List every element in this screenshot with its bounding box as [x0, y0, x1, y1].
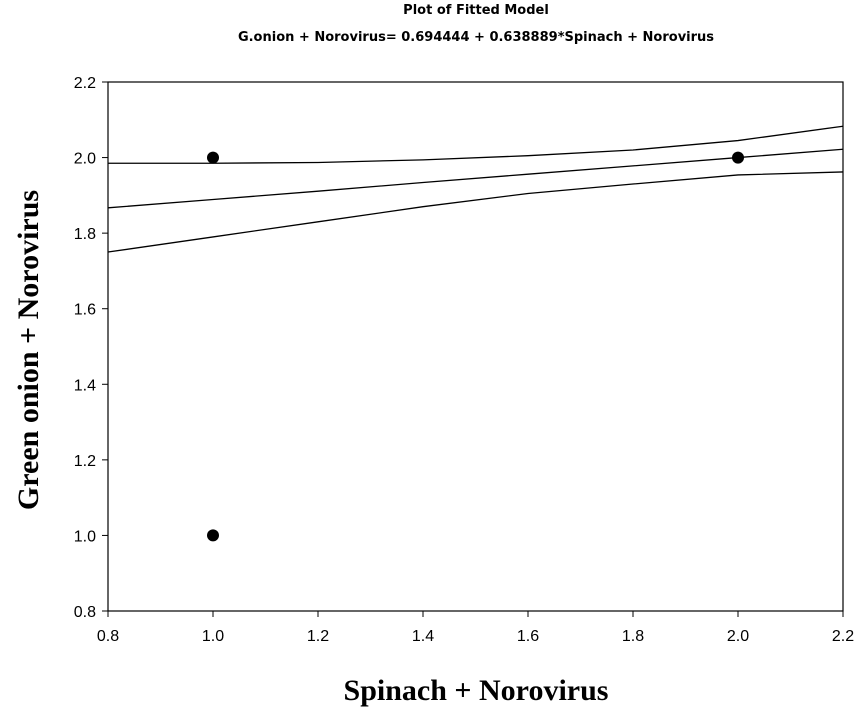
- plot-frame: [107, 81, 844, 612]
- x-tick-label: 2.0: [727, 628, 749, 645]
- chart-title: Plot of Fitted Model: [403, 3, 549, 18]
- y-tick-label: 1.0: [74, 528, 96, 545]
- y-tick-label: 2.2: [74, 75, 96, 92]
- x-tick-label: 1.2: [307, 628, 329, 645]
- fit-line: [107, 171, 844, 253]
- x-axis-label: Spinach + Norovirus: [344, 674, 609, 707]
- data-point: [732, 151, 744, 164]
- y-axis-label: Green onion + Norovirus: [12, 190, 45, 510]
- y-tick-label: 1.6: [74, 302, 96, 319]
- y-tick-label: 1.4: [74, 377, 96, 394]
- x-tick-label: 2.2: [832, 628, 854, 645]
- y-tick-label: 0.8: [74, 604, 96, 621]
- x-tick-label: 1.8: [622, 628, 644, 645]
- chart-subtitle: G.onion + Norovirus= 0.694444 + 0.638889…: [238, 30, 714, 45]
- fit-line: [108, 125, 844, 164]
- x-tick-label: 1.4: [412, 628, 434, 645]
- data-point: [207, 529, 219, 542]
- data-point: [207, 151, 219, 164]
- x-tick-label: 1.0: [202, 628, 224, 645]
- x-tick-label: 0.8: [97, 628, 119, 645]
- x-tick-label: 1.6: [517, 628, 539, 645]
- y-tick-label: 1.2: [74, 453, 96, 470]
- y-tick-label: 1.8: [74, 226, 96, 243]
- fit-line: [107, 148, 844, 209]
- y-tick-label: 2.0: [74, 151, 96, 168]
